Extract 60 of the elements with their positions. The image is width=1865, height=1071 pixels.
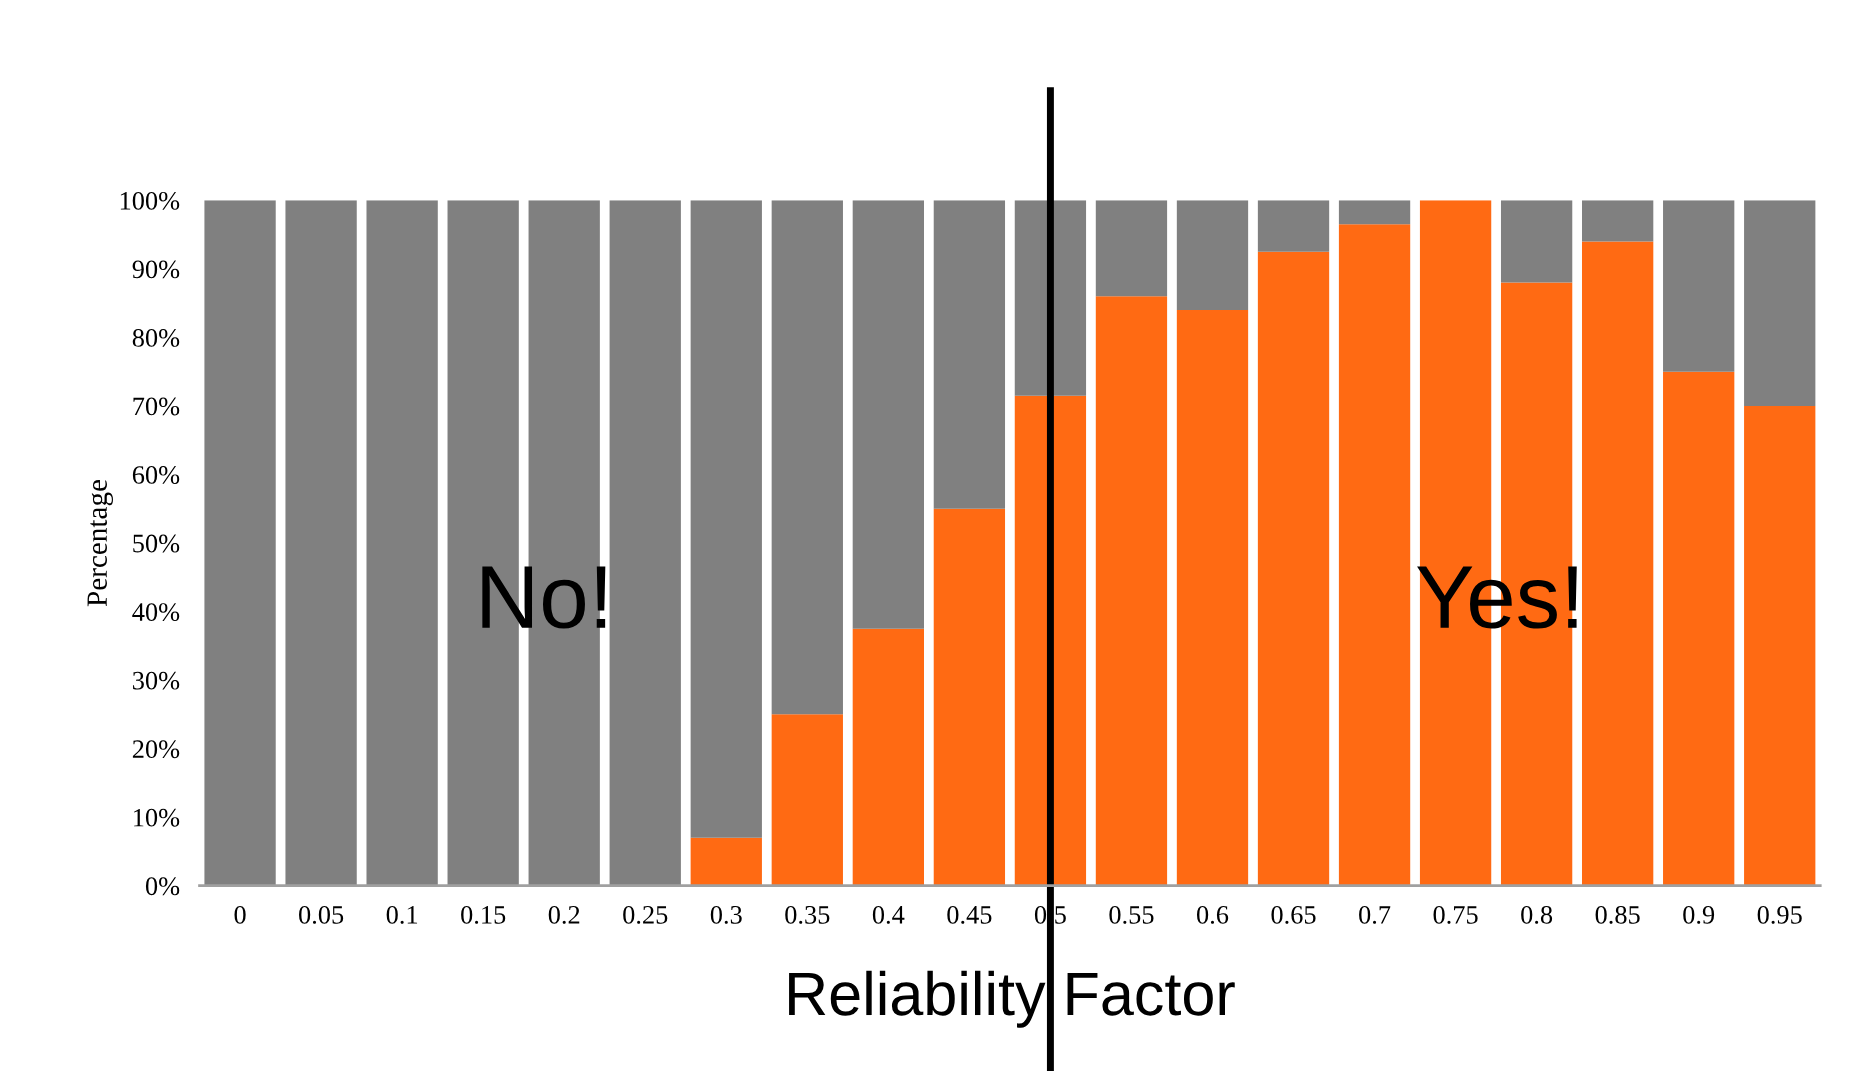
y-tick-label: 30% bbox=[133, 671, 180, 690]
bar bbox=[1338, 224, 1411, 886]
x-tick-label: 0.1 bbox=[386, 905, 418, 924]
bar bbox=[1176, 200, 1249, 310]
x-tick-label: 0.9 bbox=[1683, 905, 1715, 924]
y-tick-label: 70% bbox=[133, 397, 180, 416]
x-tick-label: 0.85 bbox=[1595, 905, 1640, 924]
bar bbox=[771, 714, 843, 886]
y-tick-label: 40% bbox=[132, 603, 180, 622]
bar bbox=[1338, 200, 1411, 225]
y-tick-label: 20% bbox=[132, 740, 180, 759]
bar bbox=[1582, 241, 1654, 886]
x-tick-label: 0.35 bbox=[785, 905, 830, 924]
x-axis-title: Reliability Factor bbox=[789, 970, 1235, 1028]
bar bbox=[933, 200, 1006, 509]
bar bbox=[1663, 371, 1735, 886]
bar bbox=[1257, 200, 1330, 252]
x-tick-label: 0.55 bbox=[1109, 905, 1154, 924]
bar bbox=[933, 508, 1006, 886]
y-tick-label: 10% bbox=[134, 808, 180, 827]
x-tick-label: 0.4 bbox=[872, 905, 905, 924]
bar bbox=[366, 200, 438, 886]
x-tick-label: 0.7 bbox=[1359, 905, 1391, 924]
bar bbox=[1095, 296, 1168, 886]
bar bbox=[1176, 309, 1249, 886]
bar bbox=[1744, 405, 1816, 886]
x-tick-label: 0.6 bbox=[1197, 905, 1229, 924]
bar bbox=[690, 200, 762, 838]
bar bbox=[1014, 200, 1087, 396]
x-tick-label: 0.75 bbox=[1433, 905, 1478, 924]
x-tick-label: 0.05 bbox=[299, 905, 344, 924]
y-tick-label: 80% bbox=[132, 328, 180, 347]
bar bbox=[852, 628, 924, 886]
bar bbox=[609, 200, 681, 886]
bar bbox=[285, 200, 357, 886]
y-tick-label: 60% bbox=[132, 466, 180, 484]
bar bbox=[1744, 200, 1816, 406]
x-tick-label: 0.45 bbox=[947, 905, 992, 924]
bar bbox=[1095, 200, 1168, 297]
y-tick-label: 0% bbox=[145, 877, 180, 896]
x-tick-label: 0.2 bbox=[548, 905, 580, 924]
bar bbox=[1500, 200, 1573, 283]
bar bbox=[204, 200, 276, 886]
x-tick-label: 0 bbox=[234, 905, 246, 924]
x-tick-label: 0.3 bbox=[710, 905, 742, 924]
bar bbox=[771, 200, 843, 715]
y-tick-label: 100% bbox=[120, 191, 180, 210]
x-tick-label: 0.8 bbox=[1521, 905, 1553, 924]
x-tick-label: 0.15 bbox=[461, 905, 506, 924]
x-tick-label: 0.65 bbox=[1271, 905, 1316, 924]
bar bbox=[1663, 200, 1735, 372]
y-axis-title: Percentage bbox=[87, 480, 113, 607]
bar bbox=[1582, 200, 1654, 242]
bar bbox=[690, 837, 762, 886]
bar bbox=[1257, 251, 1330, 886]
x-tick-label: 0.95 bbox=[1757, 905, 1802, 924]
y-tick-label: 50% bbox=[133, 534, 180, 553]
x-tick-label: 0.25 bbox=[623, 905, 668, 924]
bar bbox=[852, 200, 924, 629]
y-tick-label: 90% bbox=[132, 260, 180, 279]
